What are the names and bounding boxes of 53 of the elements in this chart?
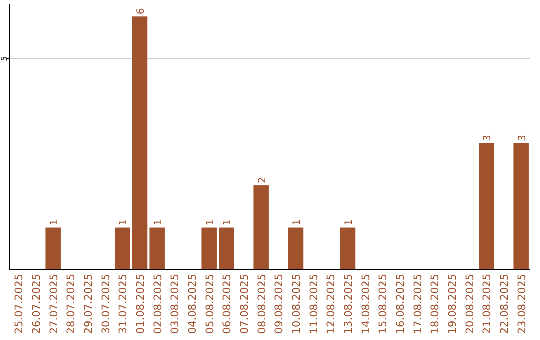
x-tick-label: 17.08.2025: [412, 274, 424, 334]
x-tick-label: 07.08.2025: [239, 274, 251, 334]
x-tick-label: 02.08.2025: [152, 274, 164, 334]
bar: [219, 228, 234, 270]
x-tick-label: 14.08.2025: [360, 274, 372, 334]
x-tick-label: 16.08.2025: [395, 274, 407, 334]
x-tick-label: 13.08.2025: [343, 274, 355, 334]
x-tick-label: 25.07.2025: [14, 274, 26, 334]
data-label: 1: [344, 219, 355, 226]
x-tick-label: 08.08.2025: [256, 274, 268, 334]
x-tick-label: 10.08.2025: [291, 274, 303, 334]
x-tick-label: 11.08.2025: [308, 274, 320, 334]
x-tick-label: 20.08.2025: [464, 274, 476, 334]
data-label: 1: [205, 219, 216, 226]
x-tick-label: 27.07.2025: [48, 274, 60, 334]
x-tick-label: 19.08.2025: [447, 274, 459, 334]
data-label: 1: [49, 219, 60, 226]
x-tick-label: 22.08.2025: [499, 274, 511, 334]
bar: [202, 228, 217, 270]
bar: [479, 143, 494, 270]
bar: [288, 228, 304, 270]
x-tick-label: 05.08.2025: [204, 274, 216, 334]
bar: [150, 228, 165, 270]
x-tick-label: 26.07.2025: [31, 274, 43, 334]
x-tick-label: 29.07.2025: [83, 274, 95, 334]
x-tick-label: 09.08.2025: [274, 274, 286, 334]
data-label: 1: [292, 219, 303, 226]
x-tick-label: 12.08.2025: [326, 274, 338, 334]
bar: [46, 228, 61, 270]
x-tick-label: 04.08.2025: [187, 274, 199, 334]
data-label: 1: [222, 219, 234, 226]
data-label: 1: [153, 219, 164, 226]
bar: [115, 228, 130, 270]
x-tick-label: 18.08.2025: [430, 274, 442, 334]
data-label: 3: [482, 134, 494, 142]
y-tick-label: 5: [0, 56, 9, 62]
x-tick-label: 03.08.2025: [170, 274, 182, 334]
x-tick-label: 28.07.2025: [66, 274, 78, 334]
data-label: 2: [257, 177, 268, 184]
x-tick-label: 31.07.2025: [118, 274, 130, 334]
bar: [132, 16, 148, 270]
bar: [514, 143, 529, 270]
x-tick-label: 23.08.2025: [516, 274, 528, 334]
x-tick-label: 06.08.2025: [222, 274, 234, 334]
bar: [340, 228, 356, 270]
x-tick-label: 21.08.2025: [482, 274, 494, 334]
bar: [254, 186, 269, 270]
data-label: 6: [136, 8, 147, 15]
data-label: 3: [517, 134, 528, 142]
x-tick-label: 30.07.2025: [100, 274, 112, 334]
x-tick-label: 15.08.2025: [378, 274, 390, 334]
data-label: 1: [118, 219, 130, 226]
x-tick-label: 01.08.2025: [135, 274, 147, 334]
